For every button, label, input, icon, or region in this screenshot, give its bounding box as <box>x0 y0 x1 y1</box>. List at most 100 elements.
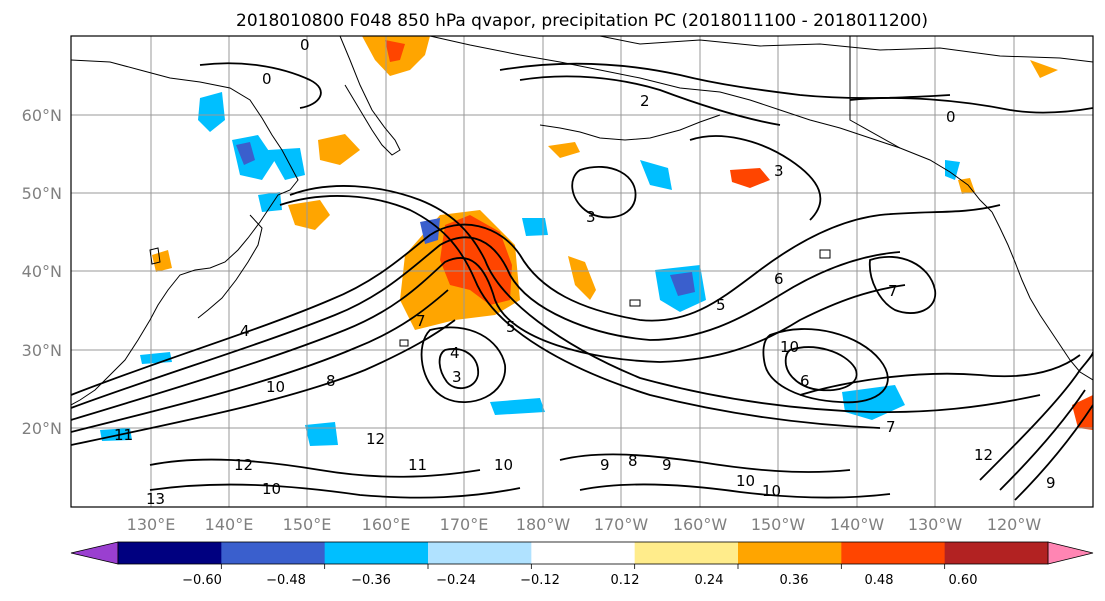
coastline-kamchatka <box>339 36 401 156</box>
lon-label-170e: 170°E <box>440 515 489 534</box>
contour-label: 0 <box>262 70 272 88</box>
precip-negative-patch <box>198 92 225 132</box>
contour-line <box>289 185 1041 414</box>
colorbar-segments <box>118 542 1049 564</box>
qvapor-contours <box>71 62 1093 501</box>
contour-label: 4 <box>450 344 460 362</box>
colorbar-tick-label: −0.36 <box>351 573 391 588</box>
contour-label: 11 <box>114 426 133 444</box>
lon-label-130w: 130°W <box>908 515 963 534</box>
precip-positive-patch <box>568 256 596 300</box>
colorbar-segment <box>324 542 429 564</box>
colorbar-segment <box>531 542 636 564</box>
precip-negative-patch <box>305 422 338 446</box>
precip-positive-patch <box>152 250 172 272</box>
contour-label: 8 <box>628 452 638 470</box>
precip-positive-patch <box>958 178 975 194</box>
contour-label: 7 <box>416 312 426 330</box>
colorbar-tick-labels: −0.60 −0.48 −0.36 −0.24 −0.12 0.12 0.24 … <box>182 573 977 588</box>
contour-line <box>1014 404 1093 501</box>
contour-line <box>559 453 851 473</box>
colorbar-segment <box>738 542 842 564</box>
contour-line <box>689 135 822 221</box>
contour-label: 11 <box>408 456 427 474</box>
colorbar-tick-label: 0.48 <box>865 573 894 588</box>
lon-label-140w: 140°W <box>830 515 885 534</box>
precip-positive-patch <box>548 142 580 158</box>
colorbar-tick-label: 0.24 <box>695 573 724 588</box>
contour-line <box>999 389 1086 491</box>
lon-label-180w: 180°W <box>516 515 571 534</box>
coastline-aleutians <box>539 114 721 141</box>
precip-positive-patch <box>1072 395 1093 430</box>
contour-label: 6 <box>800 372 810 390</box>
colorbar-tick-label: 0.60 <box>949 573 978 588</box>
precip-negative-patch <box>522 218 548 236</box>
colorbar-frame <box>117 541 1049 565</box>
contour-label: 5 <box>506 318 516 336</box>
colorbar-segment <box>221 542 326 564</box>
contour-line <box>762 328 889 404</box>
colorbar-segment <box>428 542 532 564</box>
contour-label: 10 <box>780 338 799 356</box>
map-panel: 0 0 2 3 3 0 4 4 7 3 6 5 5 6 7 10 10 8 11… <box>71 36 1093 508</box>
contour-label: 10 <box>762 482 781 500</box>
contour-line <box>149 483 521 499</box>
contour-label: 6 <box>774 270 784 288</box>
contour-label: 7 <box>886 418 896 436</box>
contour-line <box>71 236 901 409</box>
coastline-asia <box>71 59 299 406</box>
contour-label: 9 <box>662 456 672 474</box>
precip-negative-patch <box>670 272 695 296</box>
contour-label: 12 <box>366 430 385 448</box>
contour-line <box>199 62 322 109</box>
figure-title: 2018010800 F048 850 hPa qvapor, precipit… <box>236 11 928 31</box>
colorbar-tick-label: −0.12 <box>520 573 560 588</box>
contour-line <box>420 326 506 403</box>
colorbar-tick-label: −0.60 <box>182 573 222 588</box>
contour-label: 12 <box>234 456 253 474</box>
lon-label-160w: 160°W <box>673 515 728 534</box>
contour-label: 13 <box>146 490 165 508</box>
contour-line <box>799 354 1081 396</box>
contour-label: 9 <box>1046 474 1056 492</box>
contour-label: 10 <box>262 480 281 498</box>
colorbar-segment <box>634 542 739 564</box>
colorbar-tick-label: −0.48 <box>266 573 306 588</box>
contour-line <box>979 351 1093 481</box>
contour-line <box>868 255 936 314</box>
longitude-labels: 130°E 140°E 150°E 160°E 170°E 180°W 170°… <box>127 515 1042 534</box>
precip-positive-patch <box>318 134 360 165</box>
latitude-labels: 60°N 50°N 40°N 30°N 20°N <box>22 106 62 438</box>
contour-line <box>438 348 479 390</box>
colorbar-extend-low <box>70 541 119 565</box>
contour-label: 12 <box>974 446 993 464</box>
contour-line <box>579 483 891 499</box>
contour-label: 10 <box>736 472 755 490</box>
contour-line <box>149 458 481 478</box>
border-canada-us <box>849 36 901 149</box>
contour-label: 3 <box>452 368 462 386</box>
contour-label: 10 <box>494 456 513 474</box>
contour-line <box>571 165 637 219</box>
lon-label-160e: 160°E <box>362 515 411 534</box>
colorbar-tick-label: 0.36 <box>780 573 809 588</box>
contour-label: 3 <box>586 208 596 226</box>
colorbar-segment <box>841 542 946 564</box>
lon-label-170w: 170°W <box>594 515 649 534</box>
lon-label-150e: 150°E <box>283 515 332 534</box>
precip-negative-patch <box>640 160 672 190</box>
contour-line <box>279 195 881 429</box>
precip-positive-patch <box>385 40 405 62</box>
contour-label: 0 <box>946 108 956 126</box>
colorbar-ticks <box>220 564 946 569</box>
contour-label: 8 <box>326 372 336 390</box>
precip-negative-patch <box>490 398 545 415</box>
lon-label-120w: 120°W <box>987 515 1042 534</box>
precip-negative-patch <box>258 192 282 212</box>
precip-positive-patch <box>730 168 770 188</box>
colorbar-segment <box>944 542 1049 564</box>
colorbar-extend-high <box>1047 541 1094 565</box>
colorbar-tick-label: −0.24 <box>436 573 476 588</box>
